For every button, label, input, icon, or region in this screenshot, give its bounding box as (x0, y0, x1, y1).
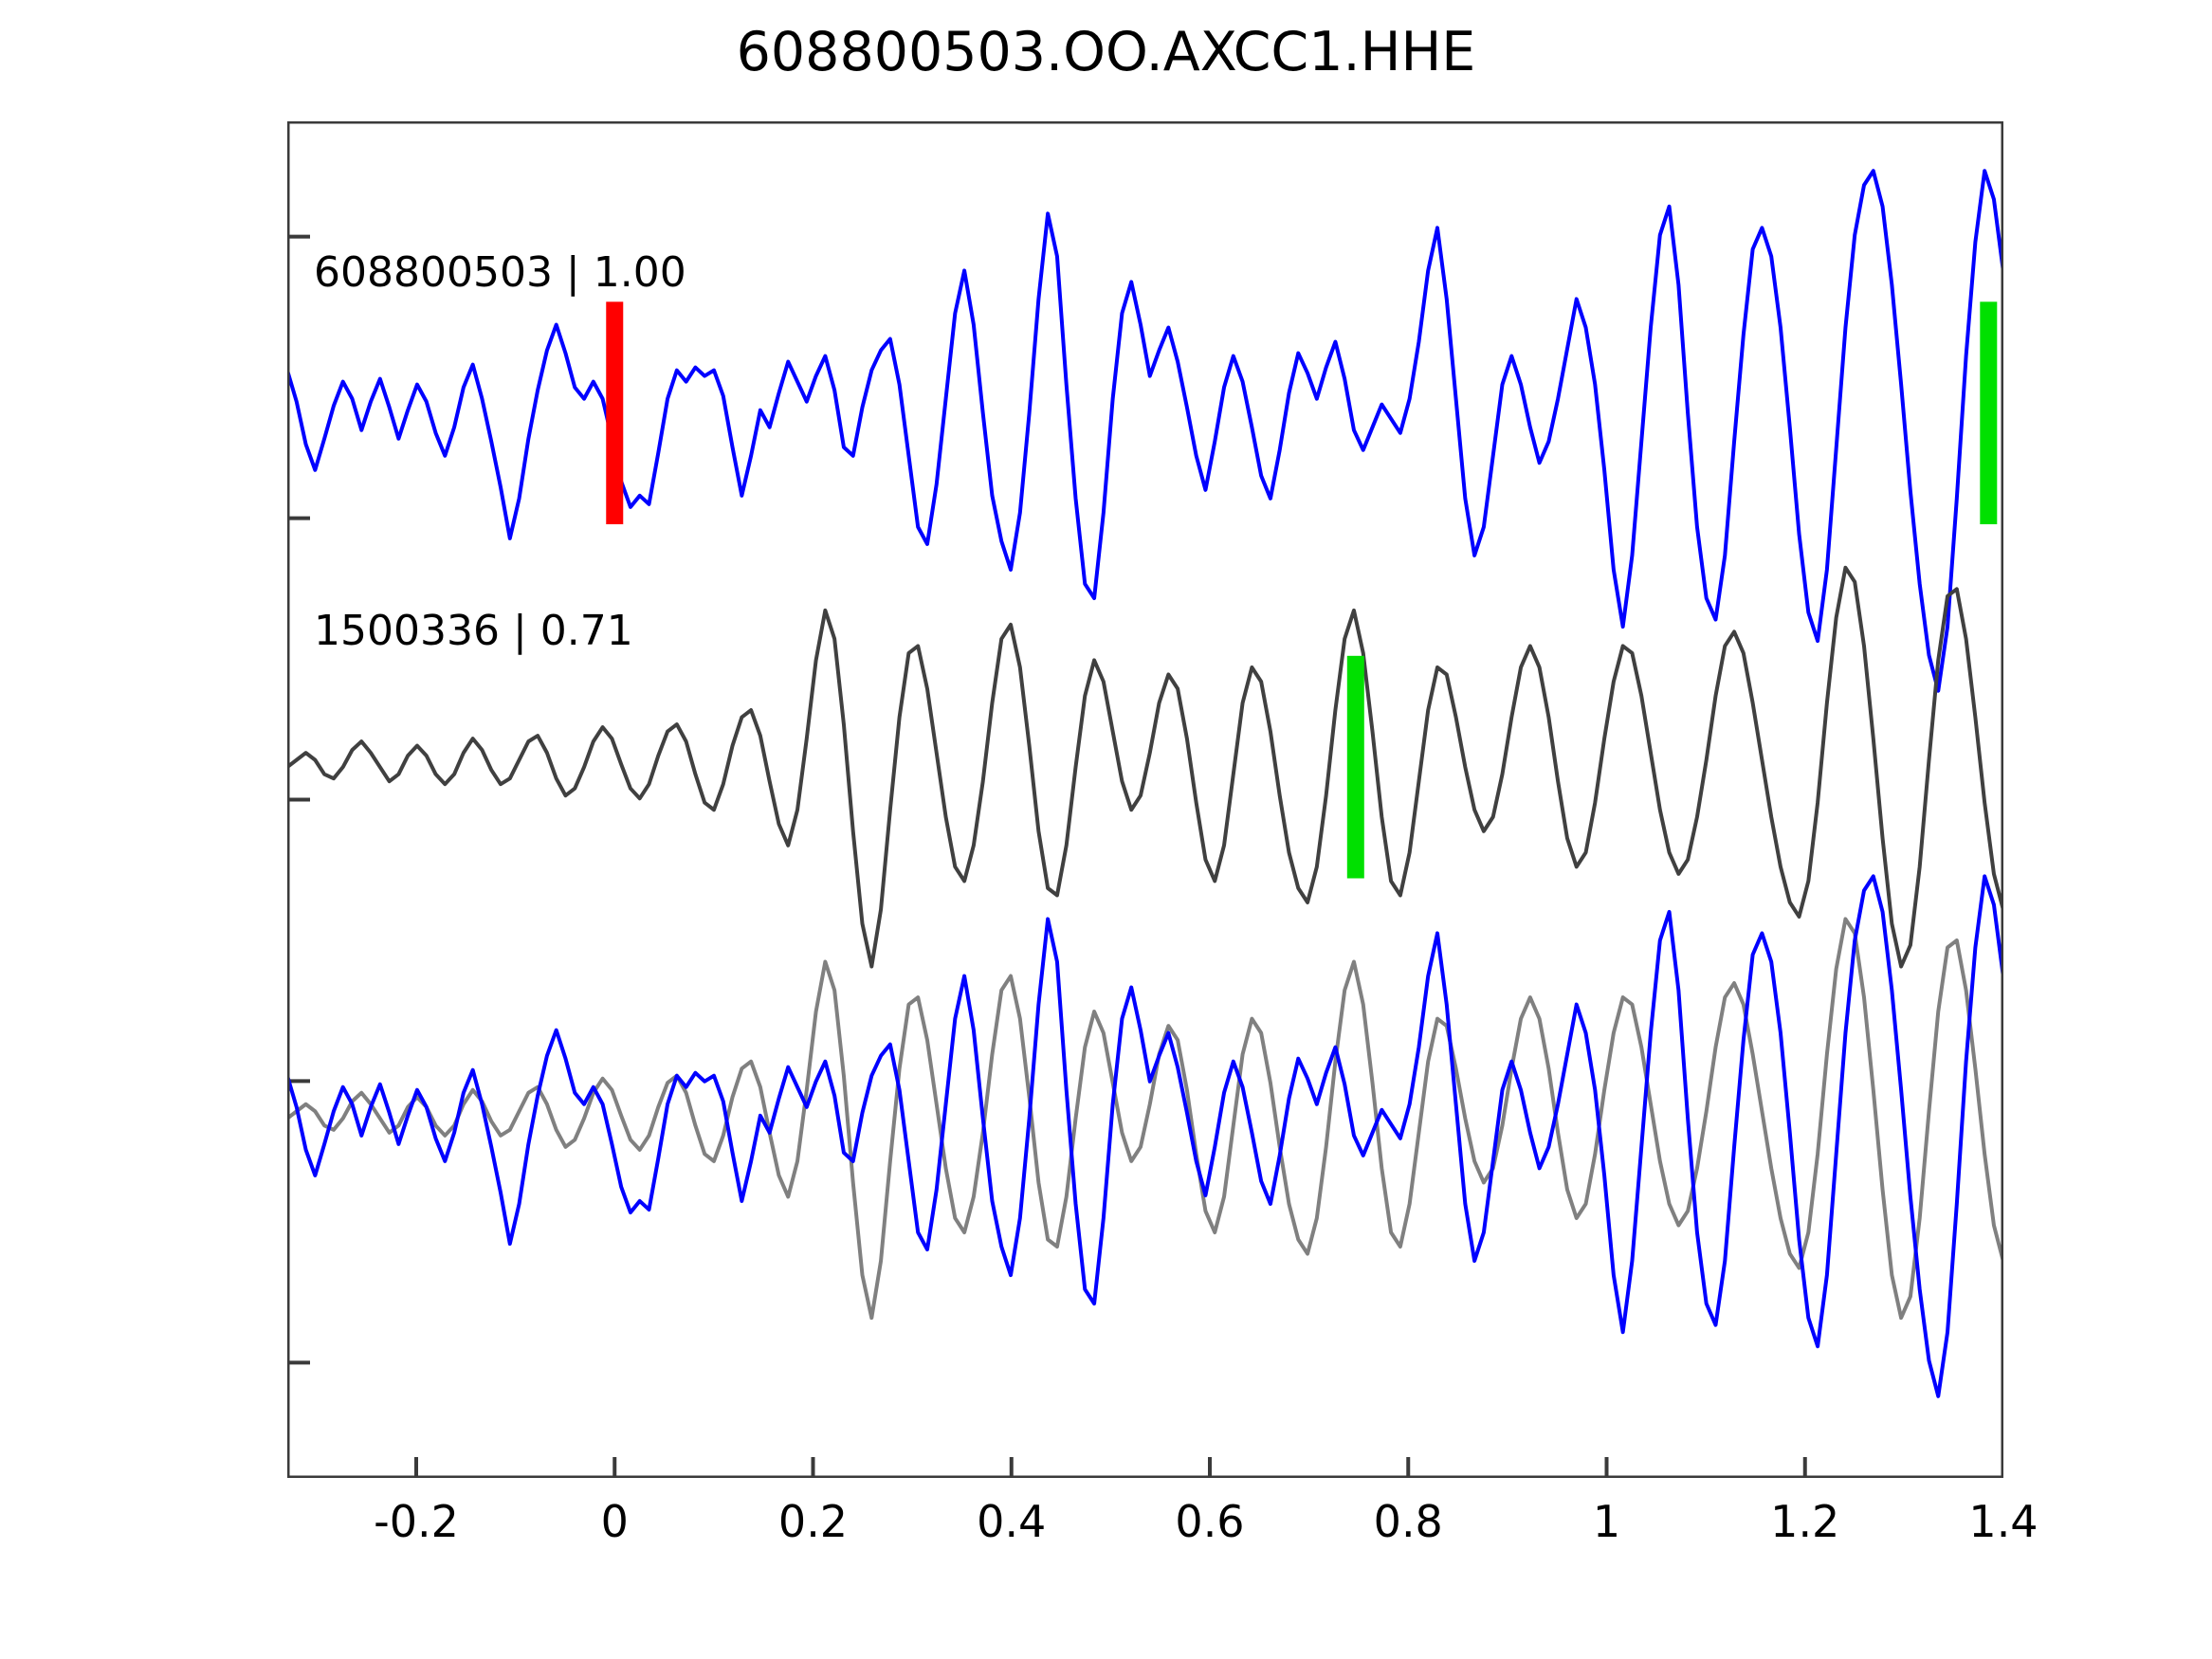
plot-area: 608800503 | 1.00 1500336 | 0.71 (287, 121, 2003, 1478)
x-axis-tick-labels: -0.2 0 0.2 0.4 0.6 0.8 1 1.2 1.4 (287, 1496, 2038, 1562)
waveform-plot-svg (287, 121, 2003, 1478)
x-tick-label: 1.2 (1770, 1496, 1840, 1547)
trace-label-608800503: 608800503 | 1.00 (314, 248, 686, 297)
x-tick-label: 0 (600, 1496, 629, 1547)
detection-pick-green-panel1 (1346, 655, 1364, 879)
detection-pick-green-panel0 (1980, 301, 1998, 525)
x-tick-label: 0.6 (1175, 1496, 1245, 1547)
x-tick-label: -0.2 (374, 1496, 459, 1547)
x-tick-label: 1.4 (1968, 1496, 2038, 1547)
overlay-trace-608800503 (287, 874, 2003, 1398)
x-axis-ticks (414, 1457, 2003, 1478)
y-axis-ticks (287, 234, 310, 1365)
x-tick-label: 1 (1592, 1496, 1621, 1547)
x-tick-label: 0.8 (1373, 1496, 1443, 1547)
pick-markers (606, 301, 1998, 879)
trace-1500336 (287, 565, 2003, 969)
page-title: 608800503.OO.AXCC1.HHE (736, 21, 1476, 83)
x-tick-label: 0.4 (977, 1496, 1047, 1547)
x-tick-label: 0.2 (777, 1496, 849, 1547)
plot-frame (287, 121, 2003, 1478)
reference-pick-red (606, 301, 624, 525)
waveform-traces (287, 169, 2003, 1398)
overlay-trace-1500336 (287, 917, 2003, 1321)
trace-label-1500336: 1500336 | 0.71 (314, 607, 633, 655)
trace-608800503 (287, 169, 2003, 693)
